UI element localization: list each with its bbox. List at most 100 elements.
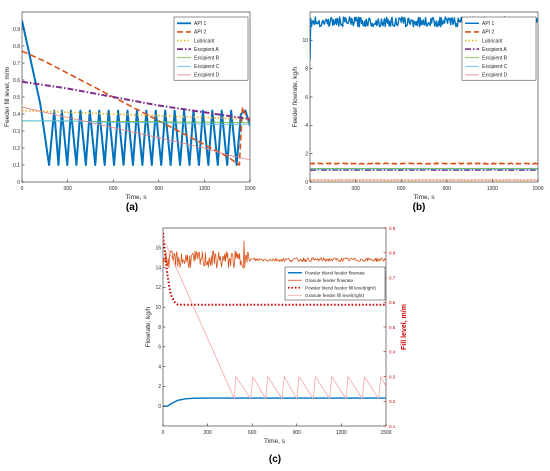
legend: API 1 API 2 Lubricant Excipient A Excipient … (173, 16, 249, 81)
x-tick-label: 600 (109, 186, 118, 192)
y-tick-label: 8 (158, 325, 161, 331)
x-tick-label: 900 (443, 186, 452, 192)
y-right-tick-label: 0.1 (389, 424, 396, 429)
y-right-tick-label: 0.9 (389, 226, 396, 231)
series-line-api-2 (310, 162, 538, 165)
y-tick-label: 10 (302, 38, 308, 44)
legend-label: Excipient A (482, 47, 507, 53)
chart-c: 0 300 600 900 1200 1500 0 2 4 6 8 10 12 14 16 0.1 0.2 0.3… (145, 226, 408, 445)
y-right-tick-label: 0.7 (389, 275, 396, 280)
series-line-api-2 (22, 50, 250, 166)
series-line-excipient-a (310, 168, 538, 172)
legend-label: Excipient C (194, 64, 220, 70)
y-right-tick-label: 0.8 (389, 251, 396, 256)
y-tick-label: 0.8 (13, 44, 20, 50)
legend-label: Powder blend feeder fill level(right) (305, 286, 376, 291)
x-tick-label: 300 (63, 186, 72, 192)
series-group (22, 20, 250, 166)
y-tick-label: 4 (158, 364, 161, 370)
y-right-tick-label: 0.3 (389, 374, 396, 379)
panel-label-c: (c) (269, 454, 281, 465)
y-tick-label: 10 (155, 305, 161, 311)
panel-label-a: (a) (126, 202, 138, 213)
series-line-excipient-d (22, 106, 250, 161)
x-tick-label: 1500 (380, 430, 391, 436)
x-axis-label: Time, s (125, 194, 147, 201)
series-line-lubricant (22, 109, 250, 120)
y-tick-label: 0 (17, 180, 20, 186)
legend-label: Lubricant (194, 38, 215, 44)
series-line-api-1 (22, 20, 250, 166)
x-tick-label: 1500 (244, 186, 255, 192)
plot-area (162, 227, 387, 427)
y-tick-label: 0.4 (13, 112, 20, 118)
series-line-powder-blend-feeder-fill-level-right- (163, 232, 386, 306)
y-tick-label: 0 (158, 404, 161, 410)
y-right-tick-label: 0.6 (389, 300, 396, 305)
y-right-tick-label: 0.2 (389, 399, 396, 404)
legend-label: Excipient B (482, 56, 508, 62)
legend-label: Excipient A (194, 47, 219, 53)
y-right-tick-label: 0.4 (389, 350, 396, 355)
legend-label: Excipient C (482, 64, 508, 70)
legend-label: Powder blend feeder flowrate (305, 271, 365, 276)
x-tick-label: 0 (162, 430, 165, 436)
panel-label-b: (b) (413, 202, 426, 213)
y-tick-label: 0.1 (13, 163, 20, 169)
series-line-excipient-a (22, 80, 250, 121)
y-tick-label: 16 (155, 246, 161, 252)
series-line-excipient-c (22, 120, 250, 125)
y-axis-label: Feeder fill level, m/m (4, 67, 11, 127)
legend-label: API 2 (194, 30, 206, 36)
x-axis-label: Time, s (413, 194, 435, 201)
y-tick-label: 0.5 (13, 95, 20, 101)
chart-b: 0 300 600 900 1200 1500 0 2 4 6 8 10 Time, s Feeder f… (292, 11, 544, 201)
y-axis-label: Feeder flowrate, kg/h (292, 66, 299, 127)
y-tick-label: 2 (158, 384, 161, 390)
x-tick-label: 900 (293, 430, 302, 436)
legend-label: Granule feeder flowrate (305, 278, 353, 283)
legend-label: Lubricant (482, 38, 503, 44)
x-tick-label: 600 (248, 430, 257, 436)
series-line-granule-feeder-fill-level-right- (163, 237, 386, 400)
legend-label: API 1 (482, 21, 494, 27)
legend-label: API 2 (482, 30, 494, 36)
x-tick-label: 600 (397, 186, 406, 192)
y-tick-label: 14 (155, 265, 161, 271)
y-tick-label: 6 (305, 95, 308, 101)
x-tick-label: 0 (21, 186, 24, 192)
y-tick-label: 2 (305, 151, 308, 157)
legend: API 1 API 2 Lubricant Excipient A Excipient … (461, 16, 537, 81)
y-tick-label: 0.9 (13, 27, 20, 33)
legend-label: Excipient D (194, 73, 220, 79)
y-tick-label: 6 (158, 345, 161, 351)
y-tick-label: 4 (305, 123, 308, 129)
legend: Powder blend feeder flowrate Granule feed… (284, 266, 386, 301)
y-tick-label: 0.6 (13, 78, 20, 84)
series-group (163, 232, 386, 407)
y-right-axis-label: Fill level, m/m (401, 304, 408, 350)
x-tick-label: 900 (155, 186, 164, 192)
y-tick-label: 8 (305, 66, 308, 72)
legend-label: Excipient D (482, 73, 508, 79)
x-axis-label: Time, s (264, 438, 286, 445)
x-tick-label: 300 (203, 430, 212, 436)
y-axis-label: Flowrate, kg/h (145, 306, 152, 347)
legend-label: API 1 (194, 21, 206, 27)
legend-label: Granule feeder fill level(right) (305, 293, 364, 298)
x-tick-label: 0 (309, 186, 312, 192)
chart-a: 0 300 600 900 1200 1500 0 0.1 0.2 0.3 0.4 0.5 0.6 0.7… (4, 11, 256, 201)
y-tick-label: 0 (305, 180, 308, 186)
y-tick-label: 0.3 (13, 129, 20, 135)
x-tick-label: 1200 (199, 186, 210, 192)
y-tick-label: 0.7 (13, 61, 20, 67)
y-tick-label: 0.2 (13, 146, 20, 152)
y-tick-label: 12 (155, 285, 161, 291)
x-tick-label: 300 (351, 186, 360, 192)
x-tick-label: 1200 (487, 186, 498, 192)
x-tick-label: 1200 (336, 430, 347, 436)
y-right-tick-label: 0.5 (389, 325, 396, 330)
series-line-granule-feeder-flowrate (163, 240, 386, 269)
legend-label: Excipient B (194, 56, 220, 62)
